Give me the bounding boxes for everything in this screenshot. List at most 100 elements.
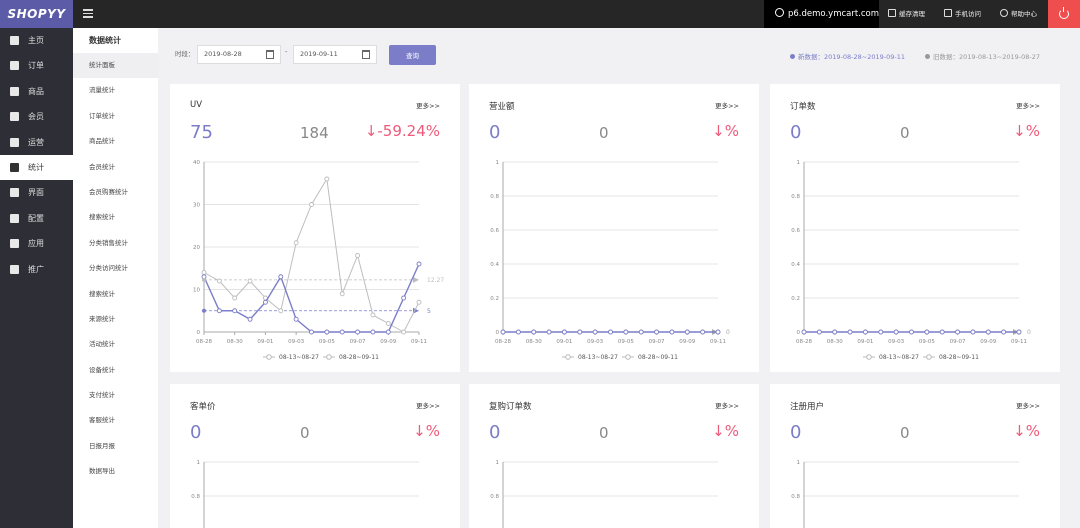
data-point <box>385 321 391 326</box>
submenu-item[interactable]: 分类访问统计 <box>89 264 128 273</box>
more-link[interactable]: 更多>> <box>416 402 440 410</box>
x-tick-label: 08-30 <box>827 339 843 345</box>
submenu-item[interactable]: 订单统计 <box>89 111 115 120</box>
nav-item[interactable]: 配置 <box>0 206 73 231</box>
more-link[interactable]: 更多>> <box>715 402 739 410</box>
legend-dot <box>790 54 795 59</box>
more-link[interactable]: 更多>> <box>1016 402 1040 410</box>
nav-icon <box>10 162 19 172</box>
legend-label: 08-13~08-27 <box>879 354 919 361</box>
card-title: 注册用户 <box>790 402 825 412</box>
current-value: 0 <box>790 422 802 443</box>
app-logo[interactable]: SHOPYY <box>0 0 73 28</box>
y-tick-label: 0.6 <box>791 228 800 234</box>
x-tick-label: 09-11 <box>411 339 427 345</box>
nav-item[interactable]: 运营 <box>0 130 73 155</box>
y-tick-label: 20 <box>193 245 200 251</box>
help-center-link[interactable]: 帮助中心 <box>1000 0 1037 28</box>
mobile-view-link[interactable]: 手机访问 <box>944 0 981 28</box>
data-point <box>515 329 521 335</box>
data-point <box>232 308 238 314</box>
data-point <box>201 270 207 275</box>
x-tick-label: 09-01 <box>556 339 572 345</box>
line-chart: 0.81 <box>191 460 419 528</box>
nav-item[interactable]: 应用 <box>0 231 73 256</box>
calendar-icon[interactable] <box>362 50 370 59</box>
query-button[interactable]: 查询 <box>389 45 436 65</box>
legend-new-data: 新数据：2019-08-28~2019-09-11 <box>790 51 905 61</box>
submenu-item[interactable]: 支付统计 <box>89 391 115 400</box>
submenu-item[interactable]: 会员统计 <box>89 162 115 171</box>
change-percent: ↓% <box>712 122 739 140</box>
data-point <box>278 274 284 280</box>
metric-card: 复购订单数 更多>> 0 0 ↓% 0.8 1 <box>469 384 759 528</box>
submenu-item[interactable]: 搜索统计 <box>89 213 115 222</box>
store-domain-link[interactable]: p6.demo.ymcart.com <box>764 0 879 28</box>
nav-item[interactable]: 界面 <box>0 180 73 205</box>
data-point <box>893 329 899 335</box>
nav-item-label: 订单 <box>28 61 44 71</box>
start-date-input[interactable]: 2019-08-28 <box>197 45 281 64</box>
data-point <box>309 329 314 335</box>
data-point <box>339 329 345 335</box>
current-value: 0 <box>790 122 802 143</box>
x-tick-label: 09-11 <box>1011 339 1027 345</box>
calendar-icon[interactable] <box>266 50 274 59</box>
data-point <box>985 329 991 335</box>
nav-item-label: 商品 <box>28 86 44 96</box>
submenu-item[interactable]: 数据导出 <box>89 467 115 476</box>
power-icon <box>1059 7 1069 19</box>
x-tick-label: 09-05 <box>319 339 335 345</box>
nav-icon <box>10 137 19 147</box>
submenu-item[interactable]: 搜索统计 <box>89 289 115 298</box>
submenu-item[interactable]: 统计面板 <box>73 53 158 79</box>
data-point <box>385 329 391 335</box>
y-tick-label: 0.2 <box>490 296 499 302</box>
submenu-item[interactable]: 设备统计 <box>89 365 115 374</box>
data-point <box>700 329 706 335</box>
clear-cache-label: 缓存清理 <box>899 10 925 18</box>
data-point <box>355 253 361 258</box>
nav-item[interactable]: 主页 <box>0 28 73 53</box>
more-link[interactable]: 更多>> <box>416 102 440 110</box>
data-point <box>847 329 853 335</box>
menu-toggle-icon[interactable] <box>83 9 93 18</box>
y-tick-label: 0.8 <box>791 494 800 500</box>
start-date-value: 2019-08-28 <box>204 50 242 58</box>
change-percent: ↓-59.24% <box>364 122 440 140</box>
nav-item[interactable]: 会员 <box>0 104 73 129</box>
card-title: 订单数 <box>790 102 816 112</box>
previous-value: 184 <box>300 124 329 142</box>
submenu-item[interactable]: 日报月报 <box>89 441 115 450</box>
nav-item[interactable]: 订单 <box>0 53 73 78</box>
x-tick-label: 09-07 <box>350 339 366 345</box>
data-point <box>816 329 822 335</box>
nav-item[interactable]: 统计 <box>0 154 73 181</box>
submenu-item[interactable]: 商品统计 <box>89 137 115 146</box>
submenu-item[interactable]: 客服统计 <box>89 416 115 425</box>
nav-item[interactable]: 商品 <box>0 79 73 104</box>
trash-icon <box>888 9 896 17</box>
more-link[interactable]: 更多>> <box>1016 102 1040 110</box>
submenu-title: 数据统计 <box>89 36 121 45</box>
clear-cache-link[interactable]: 缓存清理 <box>888 0 925 28</box>
help-icon <box>1000 9 1008 17</box>
more-link[interactable]: 更多>> <box>715 102 739 110</box>
data-point <box>546 329 552 335</box>
nav-icon <box>10 86 19 96</box>
submenu-item[interactable]: 流量统计 <box>89 86 115 95</box>
y-tick-label: 10 <box>193 288 200 294</box>
end-date-input[interactable]: 2019-09-11 <box>293 45 377 64</box>
x-tick-label: 09-09 <box>980 339 996 345</box>
y-tick-label: 0.2 <box>791 296 800 302</box>
x-tick-label: 08-30 <box>227 339 243 345</box>
submenu-item[interactable]: 活动统计 <box>89 340 115 349</box>
submenu-item[interactable]: 来源统计 <box>89 314 115 323</box>
data-point <box>924 329 930 335</box>
submenu-item[interactable]: 分类销售统计 <box>89 238 128 247</box>
submenu-item[interactable]: 会员购赛统计 <box>89 187 128 196</box>
data-point <box>654 329 660 335</box>
legend-label: 08-13~08-27 <box>279 354 319 361</box>
logout-button[interactable] <box>1048 0 1080 28</box>
nav-item[interactable]: 推广 <box>0 257 73 282</box>
